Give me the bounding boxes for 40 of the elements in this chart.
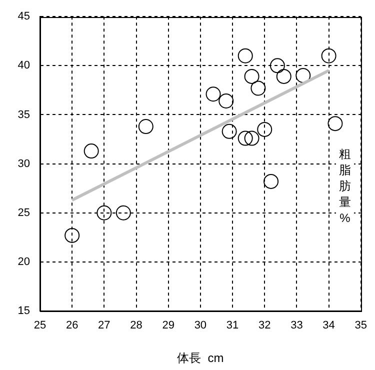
point [218,93,234,108]
y-tick-label: 40 [18,60,30,72]
point [206,86,221,102]
point [244,68,260,84]
y-tick-label: 15 [18,305,30,318]
point [244,130,260,146]
x-tick-label: 34 [322,320,335,332]
x-tick-label: 27 [98,320,110,332]
x-tick-label: 33 [290,320,303,332]
x-tick-label: 26 [66,320,78,332]
x-tick-label: 30 [194,320,207,332]
point [264,174,279,189]
x-tick-label: 32 [258,320,271,332]
x-tick-label: 35 [354,320,368,332]
point [250,80,266,96]
x-tick-label: 28 [130,320,142,332]
y-tick-label: 35 [18,108,30,121]
point [328,116,343,132]
y-tick-label: 45 [18,10,30,23]
point [64,228,80,243]
point [296,68,311,83]
y-tick-label: 20 [18,256,30,268]
point [257,122,272,137]
point [138,119,154,134]
y-axis-title: 粗脂肪量% [336,146,354,226]
x-tick-label: 29 [162,320,174,332]
point [238,48,253,64]
point [321,48,336,64]
y-tick-label: 30 [18,158,30,170]
x-tick-label: 31 [226,320,239,332]
point [84,144,99,159]
point [96,205,112,220]
point [116,205,131,220]
x-tick-label: 25 [34,320,46,332]
point [276,68,292,84]
point [238,130,253,146]
y-tick-label: 25 [18,206,30,219]
point [270,58,285,74]
point [222,124,237,139]
x-axis-title: 体長 cm [177,351,224,366]
